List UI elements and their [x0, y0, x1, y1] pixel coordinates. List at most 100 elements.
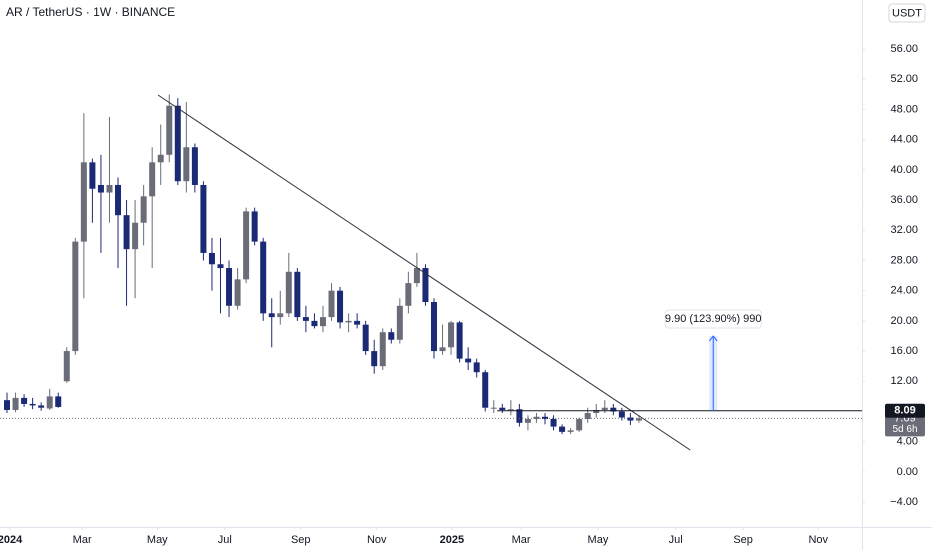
- x-tick-label: 2025: [440, 534, 464, 546]
- candle-body: [456, 322, 463, 359]
- candle-body: [115, 184, 122, 216]
- candle-body: [226, 268, 233, 306]
- candle-body: [542, 416, 549, 420]
- x-tick-label: May: [588, 534, 609, 546]
- candle-body: [217, 264, 224, 269]
- candle-body: [200, 184, 207, 253]
- candle-body: [345, 320, 352, 323]
- candle-body: [371, 351, 378, 367]
- candle-body: [337, 290, 344, 323]
- level-box: [885, 403, 925, 418]
- candle-body: [251, 211, 258, 242]
- candle-body: [29, 403, 36, 406]
- y-tick-label: 56.00: [890, 43, 918, 55]
- candle-body: [89, 162, 96, 189]
- y-tick-label: 52.00: [890, 73, 918, 85]
- candle-body: [379, 332, 386, 367]
- candle-body: [149, 162, 156, 197]
- candle-body: [208, 252, 215, 265]
- x-tick-label: May: [147, 534, 168, 546]
- candle-body: [584, 412, 591, 420]
- candle-body: [533, 416, 540, 420]
- candle-body: [473, 362, 480, 373]
- level-label: 8.09: [894, 405, 915, 417]
- candle-body: [627, 417, 634, 421]
- candle-body: [550, 419, 557, 427]
- candle-body: [319, 317, 326, 327]
- y-tick-label: 32.00: [890, 224, 918, 236]
- candle-body: [482, 372, 489, 408]
- measure-label: 9.90 (123.90%) 990: [665, 313, 762, 325]
- currency-label[interactable]: USDT: [892, 7, 922, 19]
- candle-body: [311, 320, 318, 327]
- candle-body: [302, 317, 309, 321]
- candle-body: [80, 162, 87, 242]
- candle-body: [106, 184, 113, 193]
- x-tick-label: Sep: [733, 534, 753, 546]
- y-tick-label: 44.00: [890, 134, 918, 146]
- candle-body: [183, 147, 190, 182]
- candle-body: [439, 347, 446, 352]
- y-tick-label: −4.00: [890, 496, 918, 508]
- candle-body: [524, 419, 531, 423]
- candle-body: [234, 279, 241, 306]
- candle-body: [516, 409, 523, 423]
- candle-body: [618, 411, 625, 418]
- y-tick-label: 12.00: [890, 375, 918, 387]
- candle-body: [635, 418, 642, 421]
- candle-body: [243, 211, 250, 280]
- candle-body: [448, 322, 455, 348]
- candle-body: [610, 407, 617, 412]
- candle-body: [413, 268, 420, 284]
- candle-body: [362, 324, 369, 352]
- candle-body: [174, 105, 181, 182]
- candle-body: [507, 409, 514, 411]
- x-tick-label: 2024: [0, 534, 23, 546]
- candle-body: [268, 313, 275, 318]
- candle-body: [559, 426, 566, 432]
- candle-body: [593, 409, 600, 413]
- candle-body: [465, 358, 472, 363]
- x-tick-label: Jul: [218, 534, 232, 546]
- candle-body: [422, 268, 429, 303]
- candle-body: [12, 397, 19, 410]
- candle-body: [191, 147, 198, 185]
- candle-body: [55, 396, 62, 407]
- candle-body: [277, 313, 284, 318]
- candle-body: [140, 196, 147, 223]
- x-tick-label: Mar: [512, 534, 531, 546]
- chart-title: AR / TetherUS · 1W · BINANCE: [6, 5, 175, 19]
- candle-body: [388, 332, 395, 340]
- y-tick-label: 40.00: [890, 164, 918, 176]
- candle-body: [46, 396, 53, 409]
- candle-body: [490, 407, 497, 409]
- x-tick-label: Nov: [367, 534, 387, 546]
- y-tick-label: 0.00: [897, 466, 918, 478]
- measure-label-box: [664, 309, 762, 329]
- candle-body: [63, 351, 70, 382]
- candle-body: [354, 320, 361, 325]
- candle-body: [396, 305, 403, 340]
- trendline: [157, 94, 691, 451]
- candle-body: [294, 271, 301, 318]
- countdown-label: 5d 6h: [892, 424, 917, 435]
- candle-body: [38, 405, 45, 408]
- candle-body: [430, 302, 437, 352]
- currency-box[interactable]: [888, 3, 926, 23]
- candle-body: [567, 430, 574, 432]
- x-tick-label: Mar: [73, 534, 92, 546]
- y-tick-label: 16.00: [890, 345, 918, 357]
- candle-body: [405, 283, 412, 306]
- candle-body: [499, 407, 506, 410]
- candle-body: [601, 407, 608, 410]
- y-tick-label: 48.00: [890, 103, 918, 115]
- measure-arrowhead: [708, 335, 718, 342]
- y-tick-label: 36.00: [890, 194, 918, 206]
- y-tick-label: 4.00: [897, 436, 918, 448]
- candle-body: [285, 271, 292, 314]
- candle-body: [157, 154, 164, 163]
- candle-body: [72, 241, 79, 352]
- candle-body: [260, 241, 267, 314]
- y-tick-label: 20.00: [890, 315, 918, 327]
